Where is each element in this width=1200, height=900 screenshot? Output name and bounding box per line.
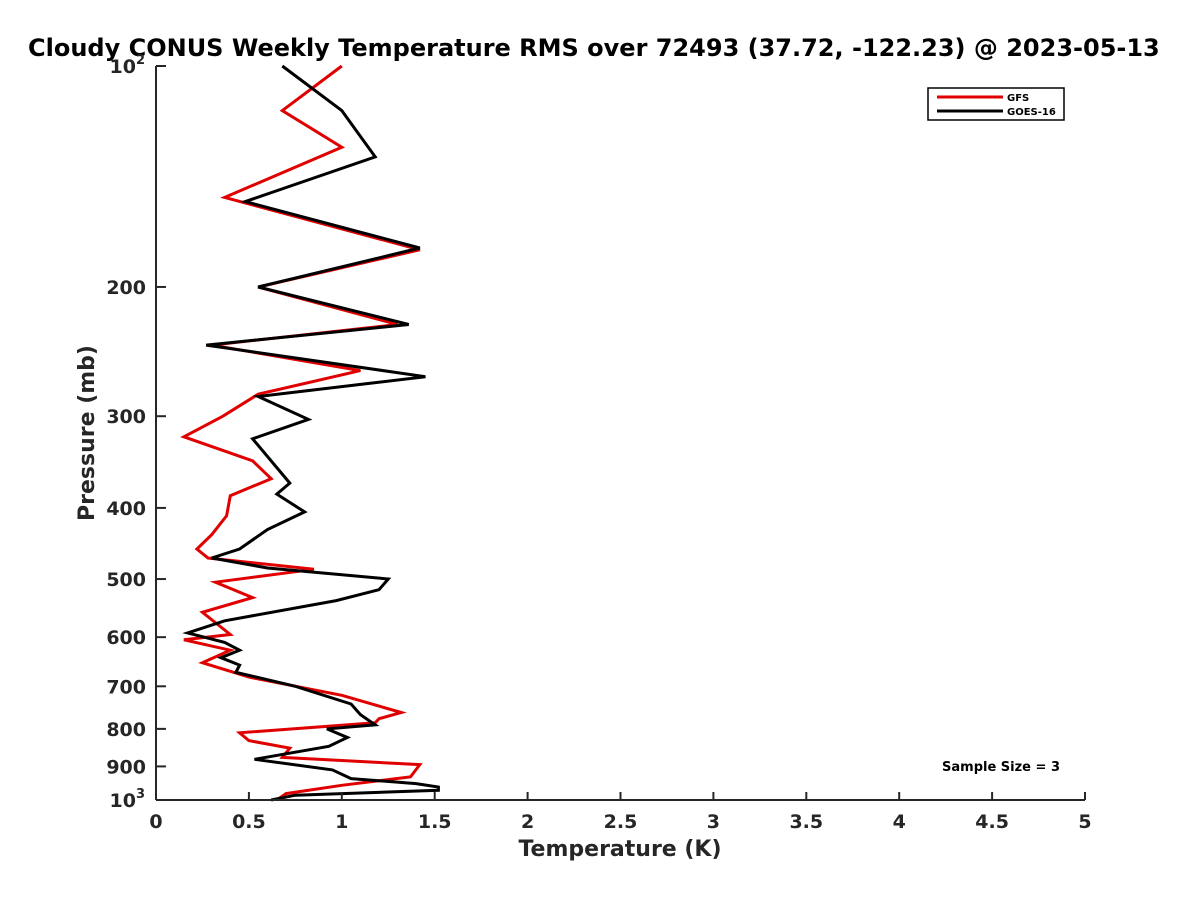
x-axis-label: Temperature (K): [518, 837, 721, 862]
chart-title: Cloudy CONUS Weekly Temperature RMS over…: [28, 34, 1160, 62]
x-tick-label: 4.5: [975, 811, 1009, 833]
x-tick-label: 0.5: [232, 811, 266, 833]
y-tick-label: 600: [106, 627, 146, 649]
y-tick-label: 10: [110, 56, 136, 78]
x-ticks: 0 0.5 1 1.5 2 2.5 3 3.5 4 4.5 5: [149, 792, 1092, 833]
x-tick-label: 0: [149, 811, 162, 833]
series-line-goes-16: [182, 64, 440, 802]
y-axis-label: Pressure (mb): [75, 345, 100, 521]
y-tick-exponent: 3: [136, 787, 145, 802]
y-tick-label: 900: [106, 756, 146, 778]
legend-label-gfs: GFS: [1007, 93, 1029, 104]
y-tick-label: 300: [106, 406, 146, 428]
legend: GFS GOES-16: [927, 87, 1065, 121]
x-tick-label: 2: [521, 811, 534, 833]
x-tick-label: 1: [335, 811, 348, 833]
y-tick-exponent: 2: [136, 53, 145, 68]
y-tick-label: 10: [110, 790, 136, 812]
legend-box: [927, 87, 1065, 121]
series-layer: [180, 64, 440, 802]
y-tick-label: 400: [106, 498, 146, 520]
x-tick-label: 3: [707, 811, 720, 833]
y-tick-label: 500: [106, 569, 146, 591]
x-tick-label: 4: [893, 811, 906, 833]
x-tick-label: 2.5: [604, 811, 638, 833]
y-tick-label: 200: [106, 277, 146, 299]
legend-label-goes-16: GOES-16: [1007, 107, 1056, 118]
sample-size-annotation: Sample Size = 3: [942, 760, 1060, 775]
axes-layer: [155, 66, 1085, 801]
y-tick-label: 800: [106, 719, 146, 741]
x-tick-label: 1.5: [418, 811, 452, 833]
y-tick-label: 700: [106, 676, 146, 698]
x-tick-label: 5: [1078, 811, 1091, 833]
x-tick-label: 3.5: [789, 811, 823, 833]
